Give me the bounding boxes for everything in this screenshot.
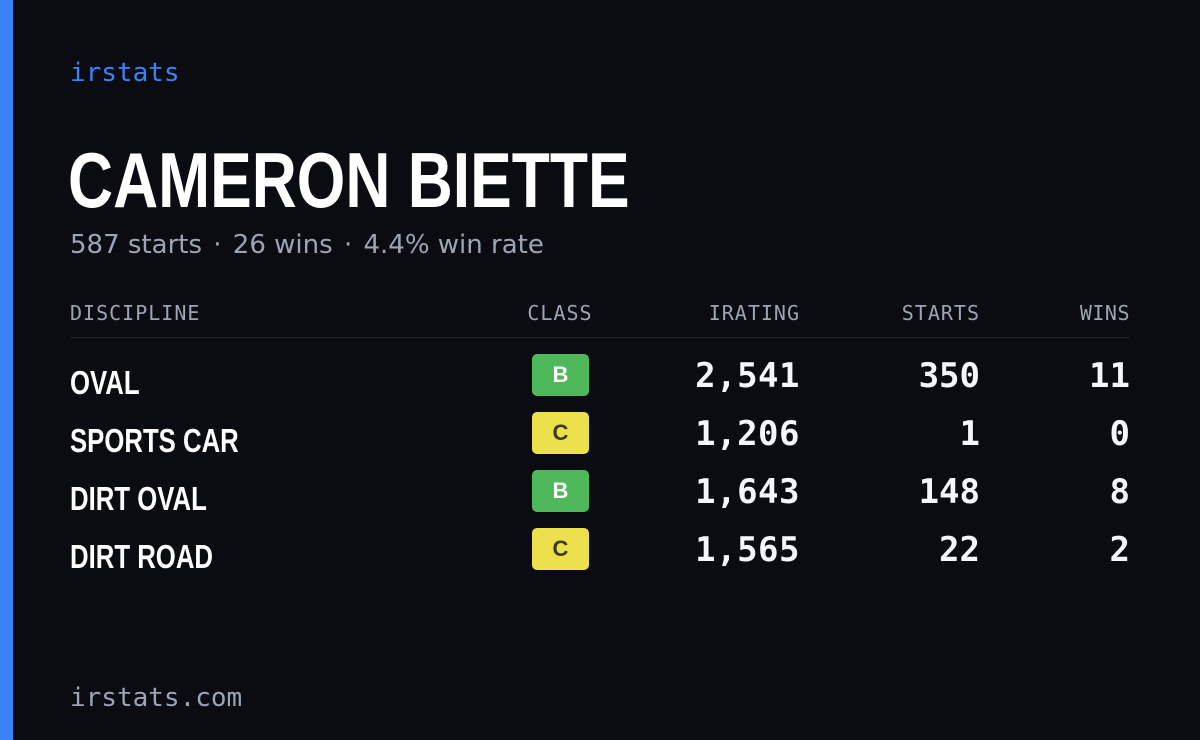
header-irating: IRATING bbox=[708, 301, 800, 325]
irating-value: 2,541 bbox=[695, 356, 800, 396]
table-row: DIRT OVAL B 1,643 148 8 bbox=[70, 470, 1130, 528]
table-header: DISCIPLINE CLASS IRATING STARTS WINS bbox=[70, 298, 1130, 338]
discipline-name: SPORTS CAR bbox=[70, 422, 239, 459]
stats-table: DISCIPLINE CLASS IRATING STARTS WINS OVA… bbox=[70, 298, 1130, 575]
discipline-name: DIRT OVAL bbox=[70, 480, 207, 517]
irating-value: 1,643 bbox=[695, 472, 800, 512]
brand-logo[interactable]: irstats bbox=[70, 58, 180, 88]
irating-value: 1,206 bbox=[695, 414, 800, 454]
class-badge: C bbox=[532, 528, 589, 570]
separator: · bbox=[213, 230, 222, 260]
table-row: OVAL B 2,541 350 11 bbox=[70, 354, 1130, 412]
class-badge: B bbox=[532, 354, 589, 396]
separator: · bbox=[343, 230, 353, 260]
class-badge: C bbox=[532, 412, 589, 454]
header-wins: WINS bbox=[1079, 301, 1130, 325]
starts-value: 22 bbox=[939, 530, 980, 570]
starts-summary: 587 starts bbox=[70, 230, 202, 260]
discipline-name: OVAL bbox=[70, 364, 140, 401]
table-row: SPORTS CAR C 1,206 1 0 bbox=[70, 412, 1130, 470]
header-class: CLASS bbox=[527, 301, 593, 325]
wins-value: 2 bbox=[1109, 530, 1130, 570]
irating-value: 1,565 bbox=[695, 530, 800, 570]
starts-value: 1 bbox=[959, 414, 980, 454]
table-row: DIRT ROAD C 1,565 22 2 bbox=[70, 528, 1130, 586]
wins-value: 11 bbox=[1089, 356, 1130, 396]
discipline-name: DIRT ROAD bbox=[70, 538, 213, 575]
wins-value: 0 bbox=[1109, 414, 1130, 454]
footer-url[interactable]: irstats.com bbox=[70, 683, 243, 713]
wins-summary: 26 wins bbox=[232, 230, 333, 260]
wins-value: 8 bbox=[1109, 472, 1130, 512]
starts-value: 350 bbox=[918, 356, 980, 396]
class-badge: B bbox=[532, 470, 589, 512]
accent-bar bbox=[0, 0, 13, 740]
header-discipline: DISCIPLINE bbox=[70, 301, 201, 325]
driver-summary: 587 starts · 26 wins · 4.4% win rate bbox=[70, 228, 544, 262]
driver-name: CAMERON BIETTE bbox=[68, 136, 630, 224]
header-starts: STARTS bbox=[901, 301, 980, 325]
winrate-summary: 4.4% win rate bbox=[363, 230, 544, 260]
starts-value: 148 bbox=[918, 472, 980, 512]
